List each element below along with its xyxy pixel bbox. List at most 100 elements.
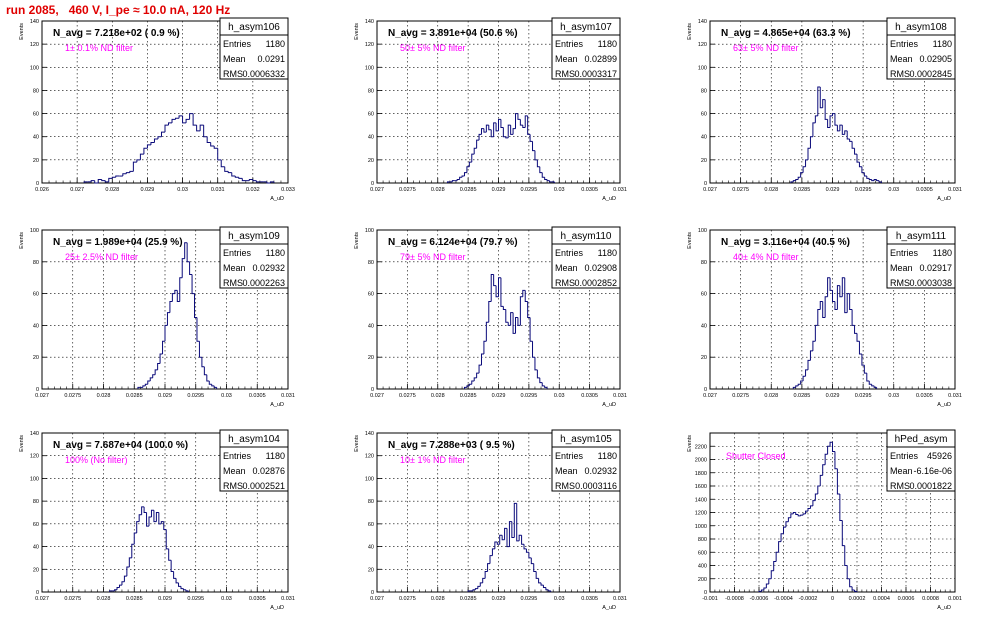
histogram-bin	[841, 125, 845, 135]
histogram-bin	[211, 384, 215, 387]
x-tick-label: 0.0002	[849, 596, 866, 602]
x-tick-label: 0.032	[246, 187, 260, 193]
histogram-bin	[819, 301, 823, 310]
histogram-bin	[114, 589, 118, 591]
x-axis-label: A_uD	[937, 402, 951, 408]
histogram-bin	[83, 181, 88, 183]
histogram-bin	[473, 147, 477, 155]
histogram-bin	[513, 502, 517, 538]
histogram-bin	[158, 512, 162, 525]
histogram-bin	[768, 578, 772, 585]
histogram-name: h_asym107	[560, 22, 612, 33]
histogram-bin	[800, 514, 804, 516]
histogram-bin	[523, 544, 527, 550]
histogram-bin	[541, 172, 545, 178]
y-axis-label: Events	[354, 23, 360, 40]
histogram-bin	[485, 124, 489, 133]
x-tick-label: 0.027	[35, 393, 49, 399]
x-axis-label: A_uD	[602, 605, 616, 611]
stats-value-mean: 0.02932	[252, 263, 285, 273]
histogram-bin	[836, 285, 840, 310]
histogram-bin	[90, 180, 95, 182]
histogram-bin	[496, 542, 500, 545]
y-tick-label: 100	[30, 476, 39, 482]
histogram-bin	[173, 571, 177, 579]
x-tick-label: 0.0305	[581, 187, 598, 193]
histogram-bin	[461, 175, 465, 178]
histogram-bin	[163, 521, 167, 531]
y-tick-label: 120	[365, 454, 374, 460]
stats-label-entries: Entries	[890, 451, 919, 461]
histogram-bin	[116, 586, 120, 590]
stats-label-entries: Entries	[223, 39, 252, 49]
stats-label-entries: Entries	[555, 248, 584, 258]
stats-value-mean: 0.02932	[584, 466, 617, 476]
histogram-bin	[143, 147, 148, 155]
x-tick-label: 0.0004	[873, 596, 890, 602]
histogram-bin	[849, 578, 853, 588]
histogram-bin	[208, 381, 212, 385]
y-tick-label: 20	[33, 158, 39, 164]
y-tick-label: 120	[365, 42, 374, 48]
histogram-bin	[234, 176, 239, 178]
histogram-bin	[844, 545, 848, 566]
histogram-bin	[185, 118, 190, 123]
x-tick-label: 0.0305	[916, 393, 933, 399]
histogram-panel-h_asym106: 0.026 0.027 0.028 0.029 0.03 0.031 0.032 0.033 0…	[19, 17, 295, 202]
x-tick-label: 0.0275	[399, 596, 416, 602]
histogram-bin	[524, 115, 528, 128]
y-tick-label: 0	[704, 181, 707, 187]
histogram-bin	[459, 176, 463, 180]
histogram-bin	[121, 581, 125, 586]
histogram-bin	[814, 493, 818, 501]
histogram-bin	[770, 570, 774, 579]
x-tick-label: 0.03	[888, 393, 899, 399]
histogram-bin	[832, 290, 835, 303]
x-tick-label: 0.03	[221, 393, 232, 399]
histogram-bin	[169, 301, 173, 313]
y-tick-label: 40	[33, 545, 39, 551]
x-tick-label: 0.0275	[732, 393, 749, 399]
histogram-bin	[213, 385, 217, 388]
histogram-bin	[166, 312, 170, 326]
y-tick-label: 2200	[695, 444, 707, 450]
histogram-bin	[160, 521, 164, 524]
stats-value-entries: 1180	[933, 39, 952, 49]
histogram-bin	[491, 548, 495, 556]
histogram-bin	[157, 136, 162, 140]
x-tick-label: 0.029	[158, 596, 172, 602]
histogram-bin	[814, 324, 818, 342]
histogram-bin	[819, 86, 823, 109]
stats-value-mean: 0.02917	[919, 263, 952, 273]
stats-label-mean: Mean	[555, 54, 578, 64]
histogram-bin	[832, 113, 835, 116]
x-tick-label: 0.0008	[922, 596, 939, 602]
stats-value-rms: 0.0002852	[574, 278, 617, 288]
x-axis-label: A_uD	[602, 402, 616, 408]
histogram-bin	[238, 177, 243, 179]
y-tick-label: 40	[33, 135, 39, 141]
histogram-bin	[792, 386, 796, 389]
histogram-panel-hPed_asym: -0.001 -0.0008 -0.0006 -0.0004 -0.0002 0 0.000…	[687, 429, 962, 611]
filter-text: 63± 5% ND filter	[733, 43, 798, 53]
histogram-bin	[500, 277, 504, 307]
histogram-bin	[827, 277, 831, 297]
histogram-bin	[500, 119, 504, 128]
histogram-bin	[213, 145, 218, 149]
histogram-bin	[854, 148, 857, 155]
stats-value-mean: 0.02876	[252, 466, 285, 476]
y-axis-label: Events	[354, 232, 360, 249]
histogram-bin	[476, 139, 480, 149]
n-avg-text: N_avg = 4.865e+04 (63.3 %)	[721, 28, 851, 39]
y-tick-label: 0	[704, 590, 707, 596]
y-tick-label: 60	[368, 292, 374, 298]
histogram-bin	[866, 176, 870, 179]
histogram-bin	[795, 179, 799, 181]
histogram-bin	[466, 166, 470, 173]
x-tick-label: 0.031	[281, 596, 295, 602]
histogram-bin	[505, 309, 509, 323]
y-tick-label: 100	[30, 228, 39, 234]
histogram-bin	[805, 159, 808, 167]
stats-value-entries: 1180	[933, 248, 952, 258]
histogram-bin	[512, 312, 516, 334]
